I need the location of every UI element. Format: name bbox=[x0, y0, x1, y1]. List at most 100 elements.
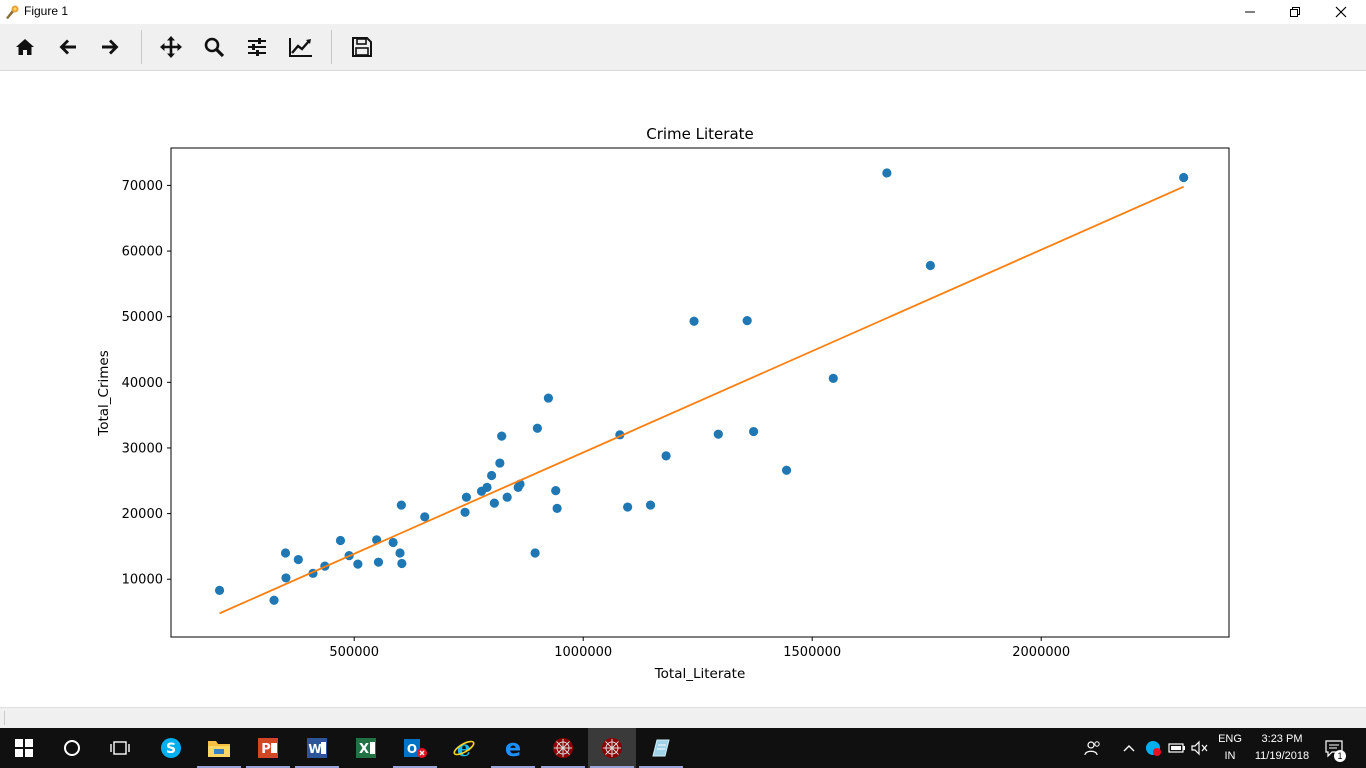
scatter-point bbox=[396, 500, 406, 510]
scatter-point bbox=[645, 500, 656, 510]
zoom-button[interactable] bbox=[198, 32, 230, 62]
scatter-point bbox=[460, 507, 470, 517]
status-bar bbox=[0, 707, 1366, 729]
configure-subplots-button[interactable] bbox=[241, 32, 273, 62]
task-view-button[interactable] bbox=[96, 728, 144, 768]
window-title-bar: Figure 1 bbox=[0, 0, 1366, 24]
scatter-point bbox=[214, 585, 225, 595]
figure-toolbar bbox=[0, 24, 1366, 71]
show-hidden-icons-button[interactable] bbox=[1119, 738, 1139, 758]
plot-marks bbox=[214, 168, 1189, 615]
spyder-icon bbox=[553, 738, 573, 758]
action-center-button[interactable] bbox=[1324, 738, 1344, 758]
y-axis: 10000 20000 30000 40000 50000 60000 70000 bbox=[122, 179, 171, 588]
taskbar-spyder[interactable] bbox=[539, 728, 587, 768]
forward-button[interactable] bbox=[94, 32, 126, 62]
scatter-point bbox=[689, 316, 699, 326]
minimize-icon bbox=[1245, 11, 1255, 13]
chevron-up-icon bbox=[1123, 745, 1135, 752]
home-icon bbox=[16, 39, 34, 55]
scatter-point bbox=[335, 535, 346, 546]
skype-icon: S bbox=[161, 738, 181, 758]
taskbar-skype[interactable]: S bbox=[147, 728, 195, 768]
pan-icon bbox=[160, 36, 182, 58]
taskbar-internet-explorer[interactable]: e bbox=[440, 728, 488, 768]
taskbar-powerpoint[interactable]: P bbox=[244, 728, 292, 768]
x-tick-label: 2000000 bbox=[1012, 645, 1070, 660]
restore-button[interactable] bbox=[1272, 0, 1318, 24]
scatter-point bbox=[925, 260, 935, 271]
x-tick-label: 1000000 bbox=[554, 645, 612, 660]
edit-curves-button[interactable] bbox=[285, 32, 317, 62]
taskbar-edge[interactable]: e bbox=[489, 728, 537, 768]
scatter-point bbox=[495, 458, 505, 468]
svg-text:X: X bbox=[359, 742, 369, 757]
restore-icon bbox=[1290, 7, 1300, 17]
taskbar-file-explorer[interactable] bbox=[195, 728, 243, 768]
taskbar-outlook[interactable]: O bbox=[391, 728, 439, 768]
scatter-point bbox=[882, 168, 892, 178]
clock-date[interactable]: 11/19/2018 bbox=[1254, 750, 1310, 762]
save-icon bbox=[352, 37, 372, 57]
scatter-point bbox=[489, 498, 499, 508]
y-tick-label: 70000 bbox=[122, 179, 163, 194]
pan-button[interactable] bbox=[155, 32, 187, 62]
scatter-point bbox=[530, 548, 540, 558]
clock-time[interactable]: 3:23 PM bbox=[1261, 733, 1303, 745]
volume-button[interactable] bbox=[1190, 738, 1210, 758]
scatter-point bbox=[497, 431, 507, 441]
running-indicator bbox=[491, 766, 535, 768]
scatter-point bbox=[742, 316, 752, 326]
file-explorer-icon bbox=[208, 741, 230, 757]
svg-text:e: e bbox=[457, 736, 471, 760]
scatter-plot: 500000 1000000 1500000 2000000 10000 20000 30… bbox=[96, 125, 1230, 682]
y-tick-label: 40000 bbox=[122, 376, 163, 391]
powerpoint-icon: P bbox=[258, 738, 278, 758]
cortana-icon bbox=[64, 740, 80, 756]
language-indicator[interactable]: ENG bbox=[1218, 733, 1242, 745]
scatter-point bbox=[420, 512, 430, 522]
scatter-point bbox=[502, 492, 512, 502]
running-indicator bbox=[393, 766, 437, 768]
scatter-point bbox=[397, 558, 407, 569]
scatter-point bbox=[543, 393, 553, 403]
scatter-point bbox=[713, 429, 723, 439]
battery-icon bbox=[1168, 743, 1185, 753]
y-tick-label: 20000 bbox=[122, 507, 163, 522]
running-indicator bbox=[197, 766, 241, 768]
taskbar-spyder[interactable] bbox=[588, 728, 636, 768]
taskbar-notepad[interactable] bbox=[637, 728, 685, 768]
scatter-point bbox=[395, 548, 405, 558]
scatter-point bbox=[388, 537, 398, 548]
minimize-button[interactable] bbox=[1227, 0, 1273, 24]
toolbar-separator bbox=[141, 30, 142, 64]
running-indicator bbox=[295, 766, 339, 768]
internet-explorer-icon: e bbox=[453, 736, 475, 760]
battery-button[interactable] bbox=[1167, 738, 1187, 758]
back-button[interactable] bbox=[52, 32, 84, 62]
y-tick-label: 10000 bbox=[122, 573, 163, 588]
scatter-point bbox=[552, 503, 562, 513]
toolbar-separator bbox=[331, 30, 332, 64]
people-button[interactable] bbox=[1083, 738, 1103, 758]
close-button[interactable] bbox=[1318, 0, 1364, 24]
windows-taskbar: S P W X O e e bbox=[0, 728, 1366, 768]
tray-skype[interactable] bbox=[1143, 738, 1163, 758]
running-indicator bbox=[590, 766, 634, 768]
people-icon bbox=[1084, 741, 1100, 756]
svg-text:e: e bbox=[505, 736, 521, 760]
taskbar-word[interactable]: W bbox=[293, 728, 341, 768]
save-button[interactable] bbox=[346, 32, 378, 62]
close-icon bbox=[1335, 6, 1347, 18]
x-axis: 500000 1000000 1500000 2000000 bbox=[329, 637, 1070, 660]
scatter-point bbox=[281, 573, 291, 583]
start-icon bbox=[15, 739, 33, 757]
scatter-point bbox=[748, 426, 759, 437]
figure-canvas[interactable]: 500000 1000000 1500000 2000000 10000 20000 30… bbox=[0, 71, 1366, 707]
home-button[interactable] bbox=[9, 32, 41, 62]
scatter-point bbox=[551, 486, 561, 496]
cortana-button[interactable] bbox=[48, 728, 96, 768]
start-button[interactable] bbox=[0, 728, 48, 768]
taskbar-excel[interactable]: X bbox=[342, 728, 390, 768]
chart-title: Crime Literate bbox=[646, 125, 754, 143]
